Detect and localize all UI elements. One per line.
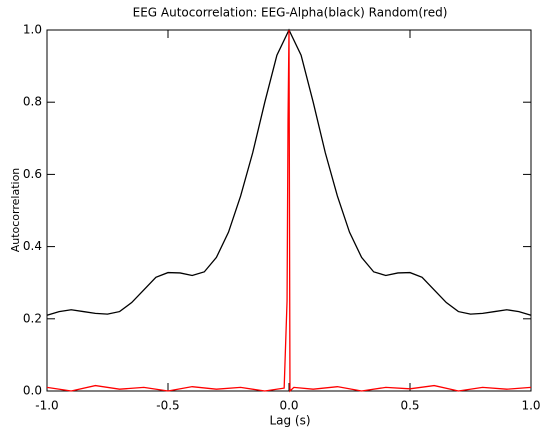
- y-tick-label: 1.0: [23, 23, 42, 37]
- x-axis-label: Lag (s): [269, 414, 310, 428]
- y-tick-label: 0.2: [23, 311, 42, 325]
- y-tick-label: 0.4: [23, 239, 42, 253]
- y-axis-label: Autocorrelation: [9, 168, 22, 253]
- x-tick-label: 1.0: [521, 399, 540, 413]
- x-tick-label: -1.0: [35, 399, 58, 413]
- series-line: [46, 29, 532, 393]
- x-tick-label: 0.5: [400, 399, 419, 413]
- chart-title: EEG Autocorrelation: EEG-Alpha(black) Ra…: [133, 6, 448, 20]
- y-tick-label: 0.6: [23, 167, 42, 181]
- y-tick-label: 0.8: [23, 95, 42, 109]
- y-tick-label: 0.0: [23, 384, 42, 398]
- x-tick-label: 0.0: [279, 399, 298, 413]
- x-tick-label: -0.5: [156, 399, 179, 413]
